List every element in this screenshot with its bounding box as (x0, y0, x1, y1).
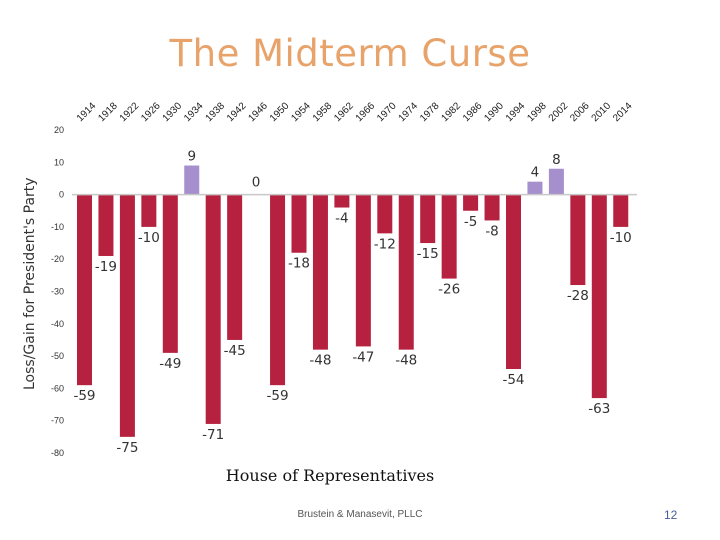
data-label: -63 (588, 401, 610, 417)
data-label: -4 (335, 211, 348, 227)
x-tick-label: 1986 (461, 100, 485, 124)
data-label: 8 (552, 152, 561, 168)
bar (141, 194, 157, 227)
y-tick-label: 0 (59, 190, 64, 200)
bar (291, 194, 307, 253)
data-label: -59 (267, 388, 289, 404)
bar (398, 194, 414, 350)
footer-text: Brustein & Manasevit, PLLC (297, 509, 423, 520)
x-axis-year-labels: 1914191819221926193019341938194219461950… (75, 100, 635, 124)
bar (227, 194, 243, 340)
data-labels: -59 -19 -75 -10 -49 9 -71 -45 0 -59 -18 -48 -4 -47 -12… (73, 149, 631, 456)
data-label: -71 (202, 427, 224, 443)
slide-title: The Midterm Curse (169, 32, 531, 75)
bar (312, 194, 328, 350)
x-tick-label: 1958 (311, 100, 335, 124)
bar (377, 194, 393, 234)
bar (205, 194, 221, 424)
data-label: -26 (438, 282, 460, 298)
bar (484, 194, 500, 221)
x-tick-label: 1930 (161, 100, 185, 124)
data-label: -59 (73, 388, 95, 404)
x-tick-label: 1914 (75, 100, 99, 124)
y-tick-label: -10 (51, 222, 64, 232)
data-label: -48 (309, 353, 331, 369)
x-tick-label: 1922 (118, 100, 142, 124)
bar (463, 194, 479, 211)
x-tick-label: 2006 (568, 100, 592, 124)
data-label: -19 (95, 259, 117, 275)
data-label: -15 (417, 246, 439, 262)
bar (506, 194, 521, 370)
y-tick-label: 20 (54, 125, 64, 135)
y-tick-label: -30 (51, 287, 64, 297)
bar (591, 194, 607, 399)
bar (77, 194, 92, 386)
page-number: 12 (664, 508, 678, 522)
x-tick-label: 1990 (482, 100, 506, 124)
x-tick-label: 1954 (289, 100, 313, 124)
bar (613, 194, 629, 227)
x-tick-label: 1978 (418, 100, 442, 124)
x-tick-label: 1918 (96, 100, 120, 124)
data-label: -45 (224, 343, 246, 359)
data-label: -12 (374, 236, 396, 252)
bar (119, 194, 135, 437)
x-tick-label: 1998 (525, 100, 549, 124)
x-tick-label: 1966 (354, 100, 378, 124)
x-tick-label: 2014 (611, 100, 635, 124)
x-axis-label: House of Representatives (225, 466, 435, 485)
y-tick-label: 10 (54, 157, 64, 167)
data-label: -5 (464, 214, 477, 230)
x-tick-label: 1962 (332, 100, 356, 124)
bar (334, 194, 350, 208)
x-tick-label: 1946 (246, 100, 270, 124)
x-tick-label: 1974 (397, 100, 421, 124)
data-label: -28 (567, 288, 589, 304)
x-tick-label: 1942 (225, 100, 249, 124)
data-label: -47 (352, 349, 374, 365)
bar (420, 194, 436, 244)
data-label: -18 (288, 256, 310, 272)
data-label: 0 (252, 175, 261, 191)
data-label: -49 (159, 356, 181, 372)
data-label: -54 (502, 372, 524, 388)
data-label: -8 (485, 223, 498, 239)
x-tick-label: 1938 (204, 100, 228, 124)
y-tick-label: -60 (51, 383, 64, 393)
x-tick-label: 1950 (268, 100, 292, 124)
data-label: -48 (395, 353, 417, 369)
y-tick-label: -20 (51, 254, 64, 264)
bar (548, 168, 564, 195)
y-tick-label: -40 (51, 319, 64, 329)
x-tick-label: 2002 (547, 100, 571, 124)
y-tick-label: -70 (51, 416, 64, 426)
data-label: -10 (610, 230, 632, 246)
bar (527, 181, 543, 195)
x-tick-label: 1926 (139, 100, 163, 124)
bar (355, 194, 371, 347)
bar (98, 194, 114, 256)
data-label: -10 (138, 230, 160, 246)
bar (570, 194, 586, 286)
x-tick-label: 1982 (439, 100, 463, 124)
bar (270, 194, 286, 386)
bar (184, 165, 200, 195)
data-label: -75 (116, 440, 138, 456)
bar (162, 194, 178, 353)
x-tick-label: 1934 (182, 100, 206, 124)
x-tick-label: 2010 (590, 100, 614, 124)
y-axis-ticks: 20 10 0 -10 -20 -30 -40 -50 -60 -70 -80 (51, 125, 64, 458)
data-label: 4 (531, 165, 540, 181)
y-tick-label: -50 (51, 351, 64, 361)
bars (77, 165, 629, 437)
data-label: 9 (187, 149, 196, 165)
y-tick-label: -80 (51, 448, 64, 458)
x-tick-label: 1970 (375, 100, 399, 124)
x-tick-label: 1994 (504, 100, 528, 124)
bar (441, 194, 457, 279)
